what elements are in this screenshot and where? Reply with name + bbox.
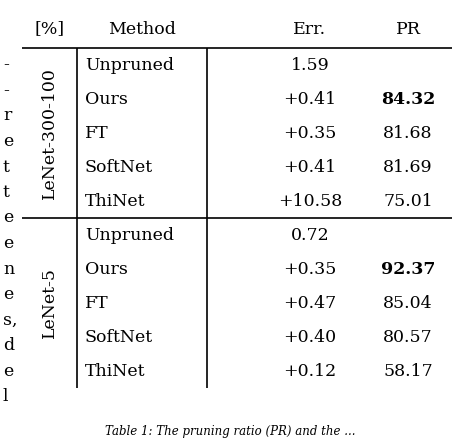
Text: Table 1: The pruning ratio (PR) and the ...: Table 1: The pruning ratio (PR) and the … bbox=[105, 425, 354, 439]
Text: +0.35: +0.35 bbox=[283, 260, 336, 278]
Text: 58.17: 58.17 bbox=[382, 363, 432, 379]
Text: 75.01: 75.01 bbox=[382, 192, 432, 209]
Text: n: n bbox=[3, 260, 14, 278]
Text: t: t bbox=[3, 158, 10, 176]
Text: +0.40: +0.40 bbox=[283, 329, 336, 345]
Text: -: - bbox=[3, 56, 9, 73]
Text: +0.35: +0.35 bbox=[283, 125, 336, 142]
Text: +0.12: +0.12 bbox=[283, 363, 336, 379]
Text: 80.57: 80.57 bbox=[382, 329, 432, 345]
Text: 85.04: 85.04 bbox=[382, 294, 432, 312]
Text: 1.59: 1.59 bbox=[290, 56, 329, 73]
Text: +0.41: +0.41 bbox=[283, 91, 336, 107]
Text: r: r bbox=[3, 107, 11, 125]
Text: e: e bbox=[3, 133, 13, 150]
Text: d: d bbox=[3, 337, 14, 354]
Text: Ours: Ours bbox=[85, 260, 128, 278]
Text: SoftNet: SoftNet bbox=[85, 329, 153, 345]
Text: SoftNet: SoftNet bbox=[85, 158, 153, 176]
Text: PR: PR bbox=[395, 21, 420, 37]
Text: l: l bbox=[3, 388, 8, 405]
Text: 92.37: 92.37 bbox=[380, 260, 434, 278]
Text: Err.: Err. bbox=[293, 21, 326, 37]
Text: Unpruned: Unpruned bbox=[85, 227, 174, 243]
Text: +0.47: +0.47 bbox=[283, 294, 336, 312]
Text: +0.41: +0.41 bbox=[283, 158, 336, 176]
Text: LeNet-5: LeNet-5 bbox=[41, 268, 58, 338]
Text: FT: FT bbox=[85, 294, 108, 312]
Text: t: t bbox=[3, 184, 10, 201]
Text: Unpruned: Unpruned bbox=[85, 56, 174, 73]
Text: 81.68: 81.68 bbox=[382, 125, 432, 142]
Text: e: e bbox=[3, 235, 13, 252]
Text: [%]: [%] bbox=[34, 21, 64, 37]
Text: LeNet-300-100: LeNet-300-100 bbox=[41, 67, 58, 199]
Text: e: e bbox=[3, 363, 13, 379]
Text: 0.72: 0.72 bbox=[290, 227, 329, 243]
Text: 84.32: 84.32 bbox=[380, 91, 434, 107]
Text: -: - bbox=[3, 82, 9, 99]
Text: +10.58: +10.58 bbox=[277, 192, 341, 209]
Text: e: e bbox=[3, 209, 13, 227]
Text: Method: Method bbox=[108, 21, 175, 37]
Text: s,: s, bbox=[3, 312, 17, 329]
Text: 81.69: 81.69 bbox=[382, 158, 432, 176]
Text: Ours: Ours bbox=[85, 91, 128, 107]
Text: ThiNet: ThiNet bbox=[85, 363, 145, 379]
Text: FT: FT bbox=[85, 125, 108, 142]
Text: ThiNet: ThiNet bbox=[85, 192, 145, 209]
Text: e: e bbox=[3, 286, 13, 303]
